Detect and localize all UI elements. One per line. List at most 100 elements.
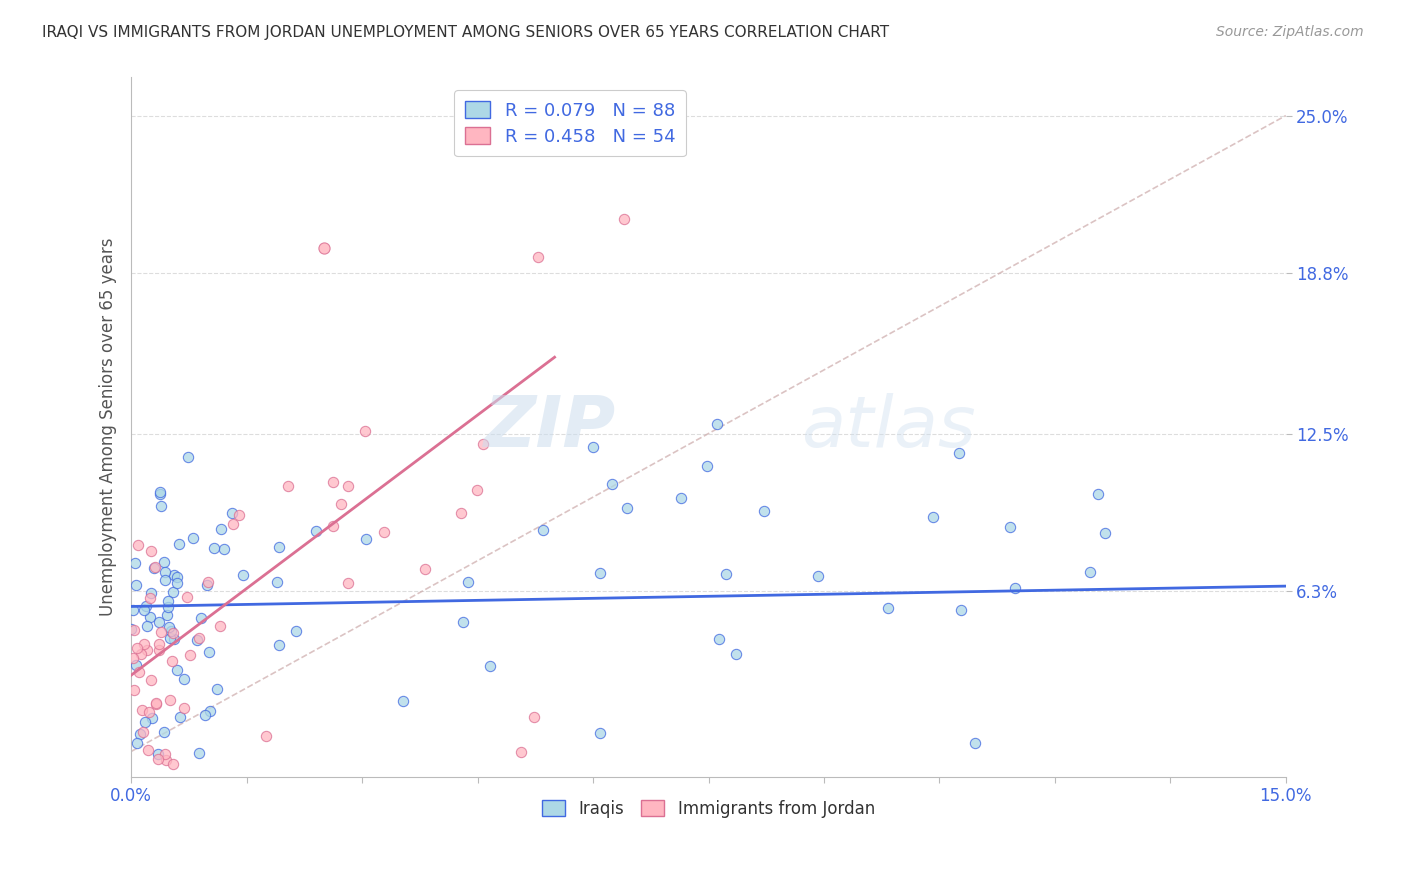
Point <box>132 637 155 651</box>
Point <box>194 707 217 722</box>
Point <box>177 450 200 464</box>
Point <box>135 643 157 657</box>
Text: atlas: atlas <box>801 392 976 462</box>
Text: Source: ZipAtlas.com: Source: ZipAtlas.com <box>1216 25 1364 39</box>
Point <box>132 603 155 617</box>
Point <box>696 459 718 474</box>
Text: ZIP: ZIP <box>484 392 616 462</box>
Point <box>725 647 748 661</box>
Y-axis label: Unemployment Among Seniors over 65 years: Unemployment Among Seniors over 65 years <box>100 238 117 616</box>
Point <box>478 659 501 673</box>
Point <box>120 623 142 637</box>
Point <box>166 663 188 677</box>
Point <box>1078 566 1101 580</box>
Point <box>139 609 162 624</box>
Point <box>950 603 973 617</box>
Point <box>125 578 148 592</box>
Point <box>134 714 156 729</box>
Point <box>146 752 169 766</box>
Point <box>125 657 148 672</box>
Text: IRAQI VS IMMIGRANTS FROM JORDAN UNEMPLOYMENT AMONG SENIORS OVER 65 YEARS CORRELA: IRAQI VS IMMIGRANTS FROM JORDAN UNEMPLOY… <box>42 25 890 40</box>
Point <box>616 500 638 515</box>
Point <box>176 590 198 604</box>
Point <box>523 710 546 724</box>
Point <box>153 565 176 579</box>
Point <box>714 566 737 581</box>
Point <box>457 574 479 589</box>
Point <box>204 541 226 555</box>
Point <box>221 506 243 520</box>
Point <box>232 568 254 582</box>
Point <box>228 508 250 522</box>
Point <box>131 703 153 717</box>
Point <box>582 440 605 454</box>
Point <box>163 568 186 582</box>
Point <box>531 523 554 537</box>
Point <box>922 510 945 524</box>
Point <box>305 524 328 538</box>
Point <box>156 607 179 622</box>
Point <box>173 672 195 686</box>
Point <box>195 578 218 592</box>
Point <box>128 665 150 679</box>
Point <box>209 522 232 536</box>
Point <box>155 573 177 587</box>
Point <box>200 704 222 718</box>
Point <box>145 560 167 574</box>
Point <box>330 497 353 511</box>
Point <box>413 562 436 576</box>
Point <box>589 566 612 580</box>
Point <box>139 585 162 599</box>
Point <box>267 638 290 652</box>
Point <box>160 655 183 669</box>
Point <box>613 211 636 226</box>
Point <box>373 524 395 539</box>
Point <box>146 747 169 761</box>
Point <box>807 569 830 583</box>
Point <box>527 250 550 264</box>
Point <box>214 542 236 557</box>
Point <box>707 632 730 647</box>
Point <box>337 576 360 591</box>
Point <box>277 479 299 493</box>
Point <box>122 623 145 637</box>
Point <box>706 417 728 431</box>
Point <box>589 725 612 739</box>
Point <box>148 615 170 629</box>
Point <box>600 477 623 491</box>
Point <box>312 241 335 255</box>
Point <box>159 693 181 707</box>
Point <box>145 697 167 711</box>
Point <box>160 624 183 639</box>
Point <box>124 557 146 571</box>
Point <box>173 701 195 715</box>
Point <box>167 537 190 551</box>
Point <box>122 683 145 698</box>
Point <box>322 518 344 533</box>
Point <box>208 619 231 633</box>
Point <box>149 499 172 513</box>
Point <box>1087 487 1109 501</box>
Point <box>188 746 211 760</box>
Point <box>163 632 186 647</box>
Point <box>354 532 377 546</box>
Point <box>136 743 159 757</box>
Point <box>149 487 172 501</box>
Point <box>138 706 160 720</box>
Point <box>127 736 149 750</box>
Point <box>392 693 415 707</box>
Point <box>149 485 172 500</box>
Point <box>509 746 531 760</box>
Point <box>129 727 152 741</box>
Point <box>965 736 987 750</box>
Point <box>153 747 176 761</box>
Point <box>153 555 176 569</box>
Point <box>135 599 157 613</box>
Point <box>450 506 472 520</box>
Point <box>285 624 308 639</box>
Legend: Iraqis, Immigrants from Jordan: Iraqis, Immigrants from Jordan <box>536 793 882 824</box>
Point <box>1094 526 1116 541</box>
Point <box>148 637 170 651</box>
Point <box>157 594 180 608</box>
Point <box>179 648 201 662</box>
